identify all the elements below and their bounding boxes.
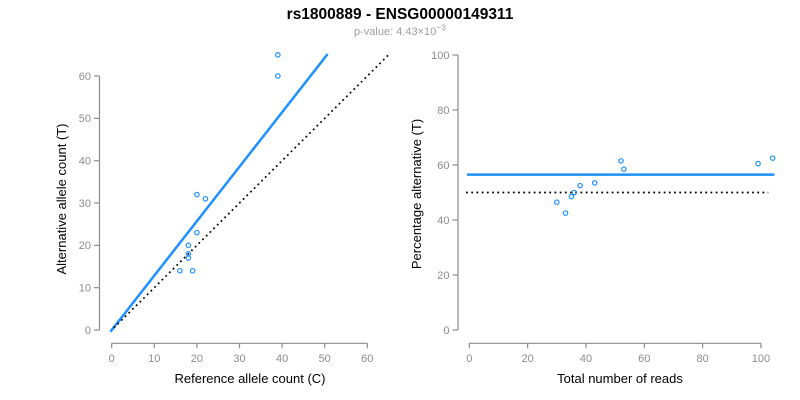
- data-point: [194, 229, 200, 236]
- x-tick-label: 40: [580, 353, 592, 365]
- y-tick-label: 10: [79, 282, 91, 294]
- y-tick-label: 40: [437, 215, 449, 227]
- data-point: [618, 158, 624, 164]
- plot-left: 0 10 20 30 40 50 60 0 10 20 30 40 50 60: [79, 52, 389, 365]
- x-tick-label: 80: [697, 353, 709, 365]
- data-point: [202, 195, 209, 202]
- left-y-axis-title: Alternative allele count (T): [54, 123, 69, 274]
- x-tick-label: 0: [109, 353, 115, 365]
- y-tick-label: 20: [79, 240, 91, 252]
- x-tick-label: 20: [522, 353, 534, 365]
- identity-line: [113, 54, 389, 329]
- y-tick-label: 100: [431, 50, 449, 62]
- x-tick-label: 50: [319, 353, 331, 365]
- x-tick-label: 40: [276, 353, 288, 365]
- y-tick-label: 80: [437, 105, 449, 117]
- right-y-axis-title: Percentage alternative (T): [409, 119, 424, 269]
- y-tick-label: 50: [79, 113, 91, 125]
- data-point: [275, 52, 281, 58]
- data-point: [185, 251, 192, 257]
- subtitle-prefix: p-value: 4.43×10: [354, 26, 436, 38]
- left-x-axis-title: Reference allele count (C): [174, 371, 325, 386]
- x-tick-label: 20: [191, 353, 203, 365]
- y-tick-label: 20: [437, 270, 449, 282]
- x-tick-label: 0: [466, 353, 472, 365]
- data-point: [189, 267, 196, 274]
- y-tick-label: 0: [443, 325, 449, 337]
- subtitle: p-value: 4.43×10−3: [354, 23, 446, 39]
- page-title: rs1800889 - ENSG00000149311: [287, 6, 514, 23]
- x-tick-label: 100: [752, 353, 770, 365]
- data-point: [621, 166, 627, 172]
- fitted-ratio-line: [109, 53, 329, 333]
- x-tick-label: 60: [638, 353, 650, 365]
- data-point: [591, 180, 598, 186]
- data-point: [554, 199, 560, 205]
- data-point: [275, 73, 281, 79]
- subtitle-exponent: −3: [436, 23, 446, 33]
- data-point: [755, 160, 761, 167]
- data-point: [577, 182, 583, 189]
- data-point: [571, 189, 578, 196]
- y-tick-label: 60: [79, 71, 91, 83]
- data-point: [562, 210, 569, 216]
- y-tick-label: 30: [79, 198, 91, 210]
- plot-right: 0 20 40 60 80 100 0 20 40 60 80 100: [431, 50, 776, 365]
- x-tick-label: 10: [148, 353, 160, 365]
- data-point: [177, 267, 183, 274]
- data-point: [769, 155, 776, 161]
- data-point: [194, 191, 200, 198]
- y-tick-label: 0: [85, 325, 91, 337]
- x-tick-label: 60: [361, 353, 373, 365]
- right-x-axis-title: Total number of reads: [557, 371, 683, 386]
- y-tick-label: 60: [437, 160, 449, 172]
- data-point: [185, 242, 192, 249]
- data-point: [568, 193, 575, 200]
- x-tick-label: 30: [233, 353, 245, 365]
- y-tick-label: 40: [79, 155, 91, 167]
